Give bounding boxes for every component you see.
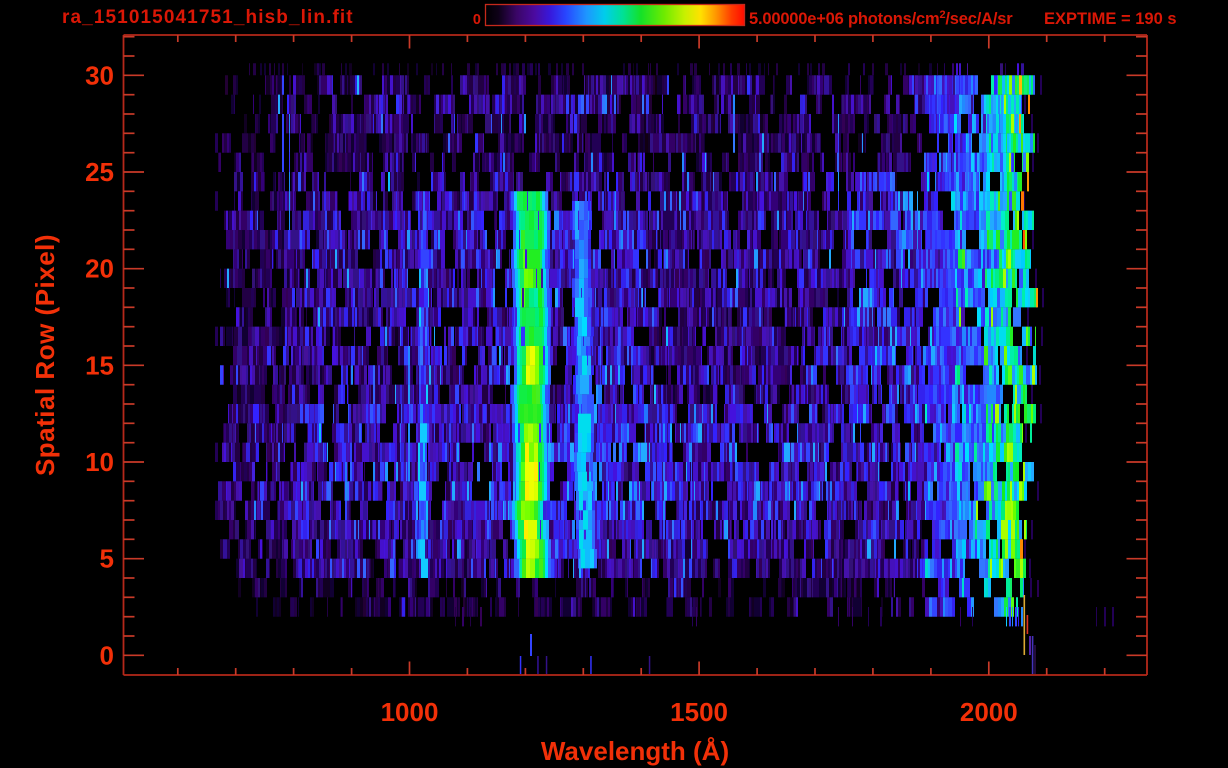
svg-text:1000: 1000 — [381, 697, 439, 727]
svg-text:0: 0 — [100, 640, 114, 670]
svg-text:20: 20 — [85, 254, 114, 284]
svg-text:5: 5 — [100, 544, 114, 574]
svg-text:EXPTIME = 190 s: EXPTIME = 190 s — [1044, 10, 1177, 28]
svg-text:1500: 1500 — [670, 697, 728, 727]
svg-text:30: 30 — [85, 60, 114, 90]
svg-text:5.00000e+06 photons/cm2/sec/A/: 5.00000e+06 photons/cm2/sec/A/sr — [749, 9, 1013, 28]
svg-text:10: 10 — [85, 447, 114, 477]
svg-text:2000: 2000 — [960, 697, 1018, 727]
svg-text:Wavelength (Å): Wavelength (Å) — [541, 736, 729, 766]
svg-text:ra_151015041751_hisb_lin.fit: ra_151015041751_hisb_lin.fit — [62, 7, 354, 28]
svg-text:0: 0 — [473, 12, 481, 28]
svg-text:15: 15 — [85, 350, 114, 380]
svg-text:Spatial Row (Pixel): Spatial Row (Pixel) — [30, 234, 60, 476]
svg-text:25: 25 — [85, 157, 114, 187]
